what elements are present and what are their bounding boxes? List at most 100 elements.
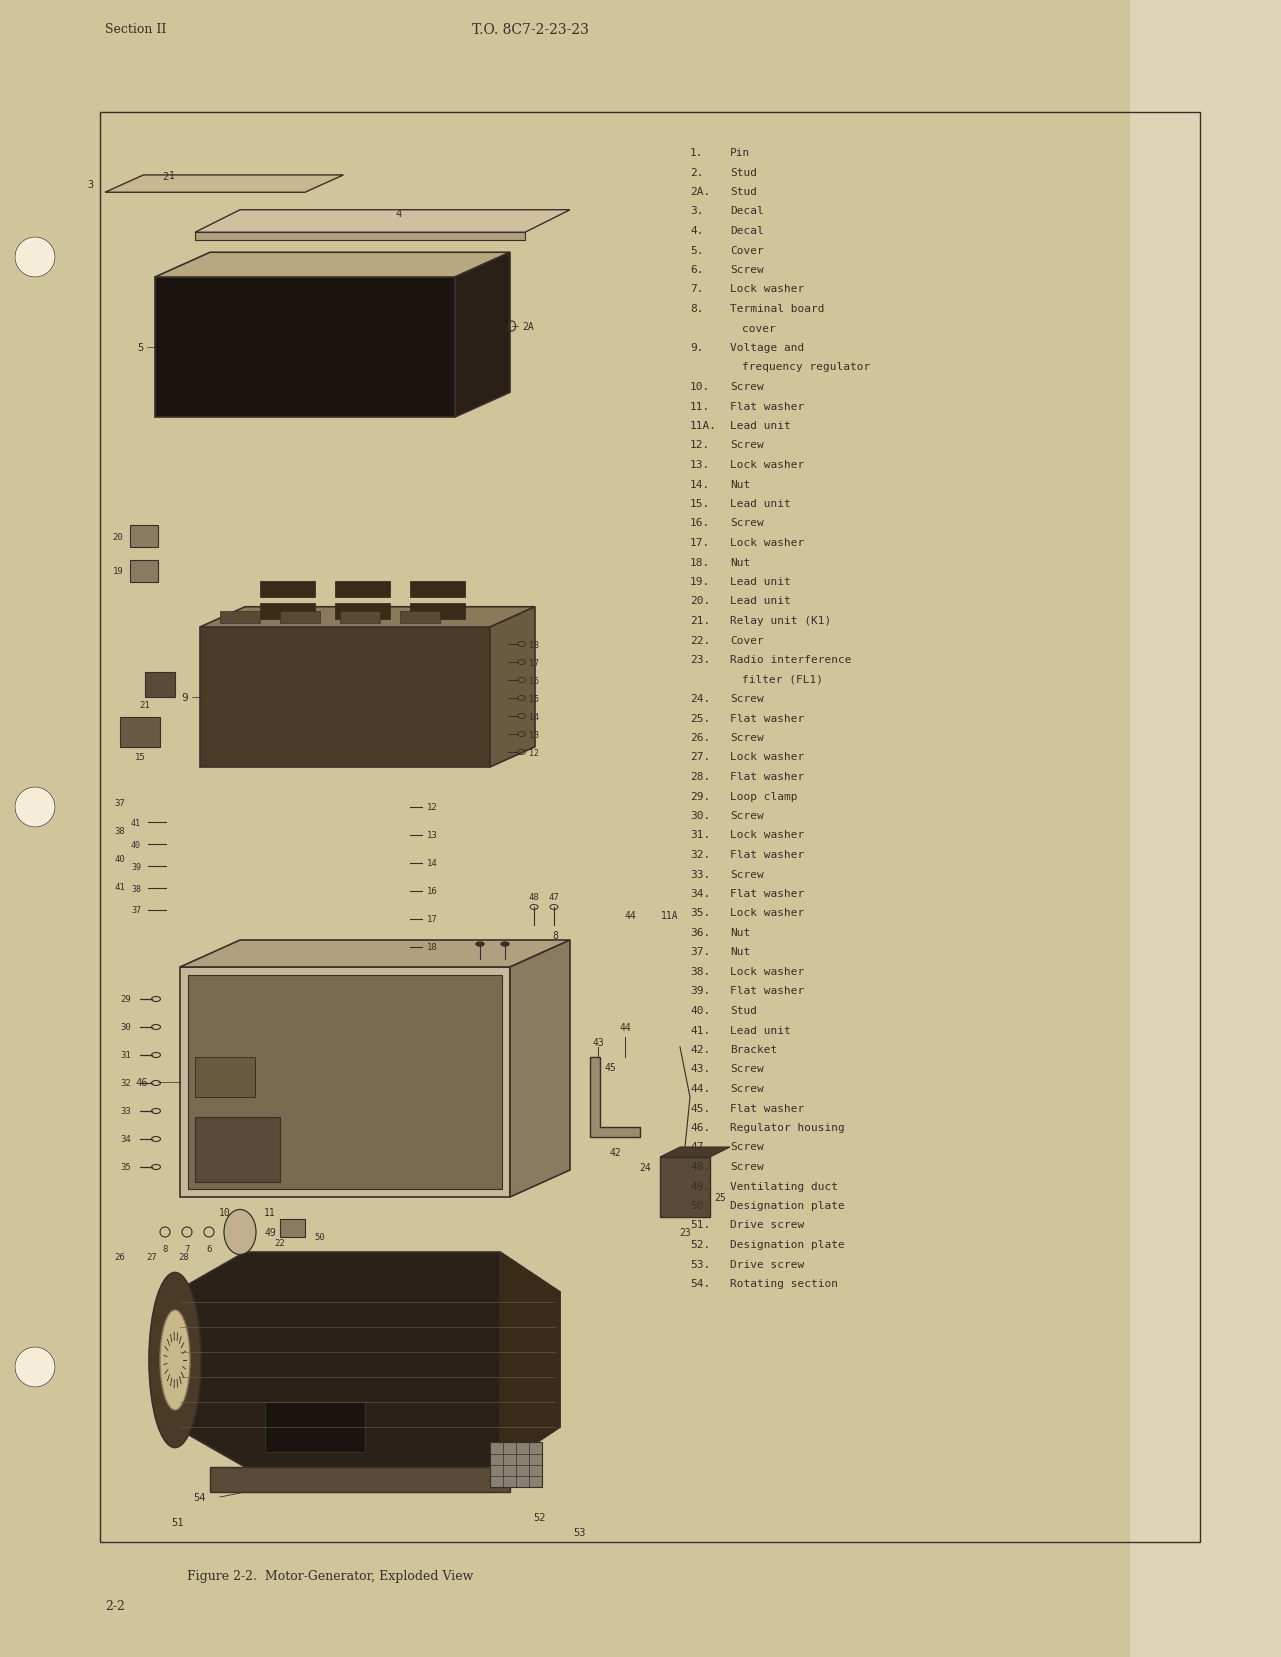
Text: Lock washer: Lock washer (730, 830, 804, 840)
Text: Lock washer: Lock washer (730, 908, 804, 918)
Text: 15: 15 (135, 752, 145, 762)
Text: 28: 28 (178, 1253, 190, 1261)
Text: 17.: 17. (690, 537, 710, 548)
Bar (265, 1402, 365, 1452)
Text: 28.: 28. (690, 772, 710, 782)
Text: Lock washer: Lock washer (730, 966, 804, 976)
Text: 12.: 12. (690, 441, 710, 451)
Text: 46.: 46. (690, 1122, 710, 1132)
Text: Screw: Screw (730, 1162, 763, 1171)
Bar (491, 1442, 542, 1486)
Text: 38: 38 (114, 825, 126, 835)
Text: 10.: 10. (690, 381, 710, 391)
Bar (155, 278, 455, 418)
Text: 2A.: 2A. (690, 187, 710, 197)
Text: Ventilating duct: Ventilating duct (730, 1181, 838, 1191)
Polygon shape (195, 210, 570, 234)
Ellipse shape (160, 1311, 190, 1410)
Bar (410, 603, 465, 620)
Text: 23: 23 (679, 1228, 690, 1238)
Text: 3.: 3. (690, 207, 703, 217)
Text: 6.: 6. (690, 265, 703, 275)
Text: 1: 1 (169, 171, 174, 181)
Text: Nut: Nut (730, 946, 751, 958)
Text: 18: 18 (529, 640, 538, 650)
Text: 32: 32 (120, 1079, 132, 1089)
Text: 35: 35 (120, 1163, 132, 1171)
Text: Lead unit: Lead unit (730, 499, 790, 509)
Text: 52: 52 (534, 1513, 546, 1523)
Text: 41: 41 (131, 819, 141, 827)
Bar (129, 560, 158, 583)
Text: 25: 25 (714, 1193, 726, 1203)
Text: 35.: 35. (690, 908, 710, 918)
Text: Screw: Screw (730, 1084, 763, 1094)
Text: 9.: 9. (690, 343, 703, 353)
Text: 18: 18 (427, 943, 437, 951)
Text: 19.: 19. (690, 577, 710, 587)
Text: 40.: 40. (690, 1006, 710, 1016)
Text: 49: 49 (264, 1228, 275, 1238)
Text: Loop clamp: Loop clamp (730, 790, 798, 800)
Text: Lead unit: Lead unit (730, 597, 790, 606)
Text: 4: 4 (396, 209, 402, 219)
Bar (195, 1117, 281, 1183)
Text: 48.: 48. (690, 1162, 710, 1171)
Text: 43.: 43. (690, 1064, 710, 1074)
Text: Designation plate: Designation plate (730, 1200, 844, 1210)
Text: 37: 37 (114, 799, 126, 807)
Text: 17: 17 (529, 658, 538, 668)
Text: Nut: Nut (730, 928, 751, 938)
Text: 54.: 54. (690, 1278, 710, 1287)
Text: 29.: 29. (690, 790, 710, 800)
Text: 38: 38 (131, 883, 141, 893)
Text: 24.: 24. (690, 694, 710, 704)
Text: 1.: 1. (690, 147, 703, 157)
Text: 2: 2 (161, 171, 168, 182)
Bar (129, 525, 158, 548)
Bar (181, 968, 510, 1198)
Text: 33.: 33. (690, 868, 710, 878)
Text: Nut: Nut (730, 557, 751, 567)
Bar (260, 582, 315, 598)
Text: 15.: 15. (690, 499, 710, 509)
Text: 44: 44 (619, 1022, 630, 1032)
Text: Nut: Nut (730, 479, 751, 489)
Text: 45.: 45. (690, 1104, 710, 1114)
Text: Flat washer: Flat washer (730, 850, 804, 860)
Text: 51.: 51. (690, 1220, 710, 1229)
Text: 37.: 37. (690, 946, 710, 958)
Text: Screw: Screw (730, 694, 763, 704)
Text: Designation plate: Designation plate (730, 1239, 844, 1249)
Text: 34.: 34. (690, 888, 710, 898)
Circle shape (15, 787, 55, 827)
Text: 16.: 16. (690, 519, 710, 529)
Text: Screw: Screw (730, 868, 763, 878)
Text: 22: 22 (274, 1238, 286, 1246)
Polygon shape (195, 234, 525, 242)
Text: 12: 12 (529, 747, 538, 757)
Text: 26: 26 (114, 1253, 126, 1261)
Text: 17: 17 (427, 915, 437, 925)
Text: 33: 33 (120, 1107, 132, 1115)
Text: Screw: Screw (730, 1064, 763, 1074)
Text: 2.: 2. (690, 167, 703, 177)
Bar (410, 582, 465, 598)
Bar (660, 1157, 710, 1218)
Text: Relay unit (K1): Relay unit (K1) (730, 616, 831, 626)
Text: 31: 31 (120, 1051, 132, 1060)
Circle shape (15, 239, 55, 278)
Bar (200, 628, 491, 767)
Bar (195, 1057, 255, 1097)
Bar (281, 1220, 305, 1238)
Text: Voltage and: Voltage and (730, 343, 804, 353)
Text: 8.: 8. (690, 303, 703, 313)
Text: 24: 24 (639, 1162, 651, 1171)
Text: Screw: Screw (730, 1142, 763, 1152)
Text: Lock washer: Lock washer (730, 285, 804, 295)
Text: Stud: Stud (730, 1006, 757, 1016)
Text: 14: 14 (427, 858, 437, 868)
Text: Figure 2-2.  Motor-Generator, Exploded View: Figure 2-2. Motor-Generator, Exploded Vi… (187, 1569, 473, 1582)
Text: Radio interference: Radio interference (730, 655, 852, 664)
Text: 44.: 44. (690, 1084, 710, 1094)
